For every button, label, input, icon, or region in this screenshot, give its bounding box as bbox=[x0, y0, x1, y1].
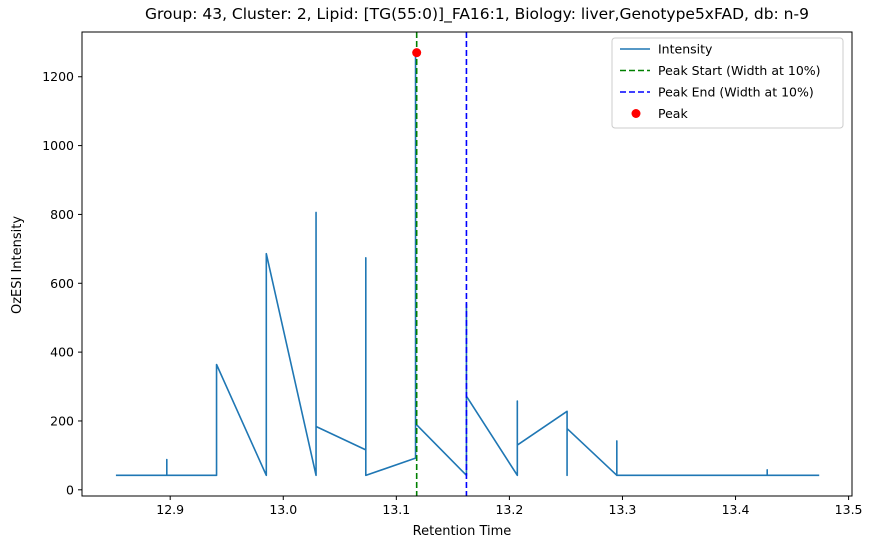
x-tick-label: 13.1 bbox=[382, 502, 410, 517]
x-axis-label: Retention Time bbox=[413, 524, 512, 539]
y-tick-label: 1200 bbox=[42, 69, 74, 84]
axes: 12.9 13.0 13.1 13.2 13.3 13.4 13.5 0 200 400 600 80… bbox=[42, 31, 863, 517]
y-tick-label: 800 bbox=[50, 207, 74, 222]
y-axis-label: OzESI Intensity bbox=[10, 216, 25, 314]
legend-label: Peak Start (Width at 10%) bbox=[658, 63, 821, 78]
legend: Intensity Peak Start (Width at 10%) Peak E… bbox=[611, 37, 844, 129]
y-tick-label: 600 bbox=[50, 276, 74, 291]
legend-label: Intensity bbox=[658, 42, 713, 57]
x-tick-label: 13.0 bbox=[269, 502, 297, 517]
peak-marker-0 bbox=[412, 48, 422, 58]
y-tick-label: 1000 bbox=[42, 138, 74, 153]
legend-marker-peak bbox=[631, 109, 641, 118]
x-tick-label: 12.9 bbox=[156, 502, 184, 517]
axes-frame bbox=[81, 31, 853, 497]
legend-label: Peak End (Width at 10%) bbox=[658, 85, 814, 100]
legend-label: Peak bbox=[658, 106, 688, 121]
chart-title: Group: 43, Cluster: 2, Lipid: [TG(55:0)]… bbox=[145, 5, 809, 24]
y-tick-label: 400 bbox=[50, 345, 74, 360]
y-tick-label: 0 bbox=[66, 482, 74, 497]
x-tick-label: 13.4 bbox=[722, 502, 750, 517]
x-tick-label: 13.5 bbox=[835, 502, 863, 517]
y-tick-label: 200 bbox=[50, 413, 74, 428]
plot-area bbox=[115, 32, 820, 496]
x-tick-label: 13.3 bbox=[609, 502, 637, 517]
x-tick-label: 13.2 bbox=[495, 502, 523, 517]
legend-box bbox=[611, 37, 844, 129]
